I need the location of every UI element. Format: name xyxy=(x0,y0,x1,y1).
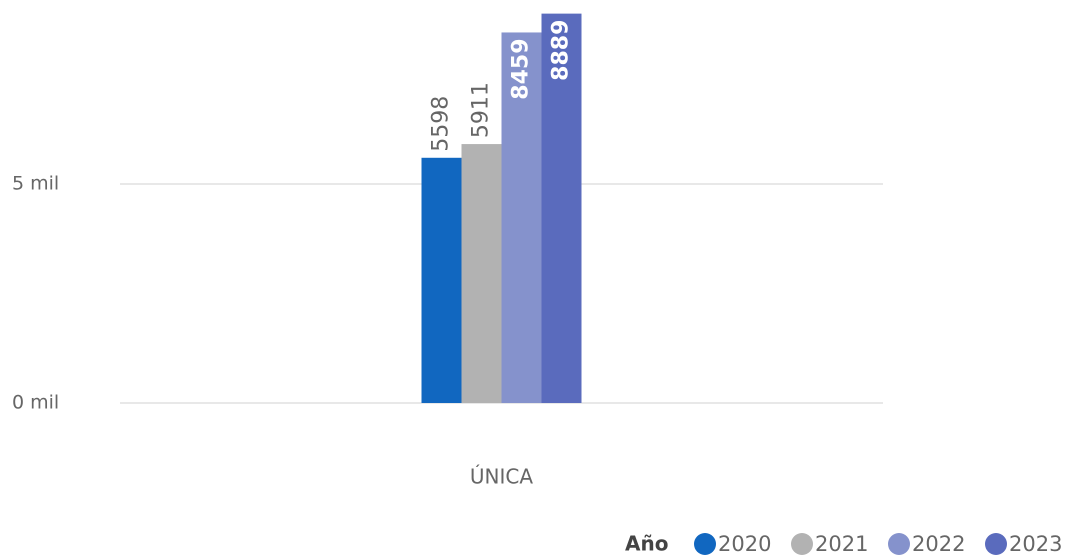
y-tick-label: 5 mil xyxy=(12,172,59,194)
y-tick-label: 0 mil xyxy=(12,392,59,414)
bar xyxy=(421,157,462,403)
data-label: 5911 xyxy=(469,82,494,138)
x-tick-label: ÚNICA xyxy=(470,465,533,489)
legend-label: 2022 xyxy=(912,532,965,556)
legend-label: 2021 xyxy=(815,532,868,556)
legend-swatch xyxy=(791,533,813,555)
legend-label: 2023 xyxy=(1009,532,1062,556)
bar xyxy=(461,144,502,403)
data-label: 8459 xyxy=(509,38,534,99)
data-label: 5598 xyxy=(429,96,454,152)
legend-title: Año xyxy=(625,532,668,556)
legend-swatch xyxy=(985,533,1007,555)
data-label: 8889 xyxy=(549,20,574,81)
bar xyxy=(541,13,582,404)
legend-swatch xyxy=(694,533,716,555)
bar xyxy=(501,32,542,404)
legend-swatch xyxy=(888,533,910,555)
legend-label: 2020 xyxy=(718,532,771,556)
